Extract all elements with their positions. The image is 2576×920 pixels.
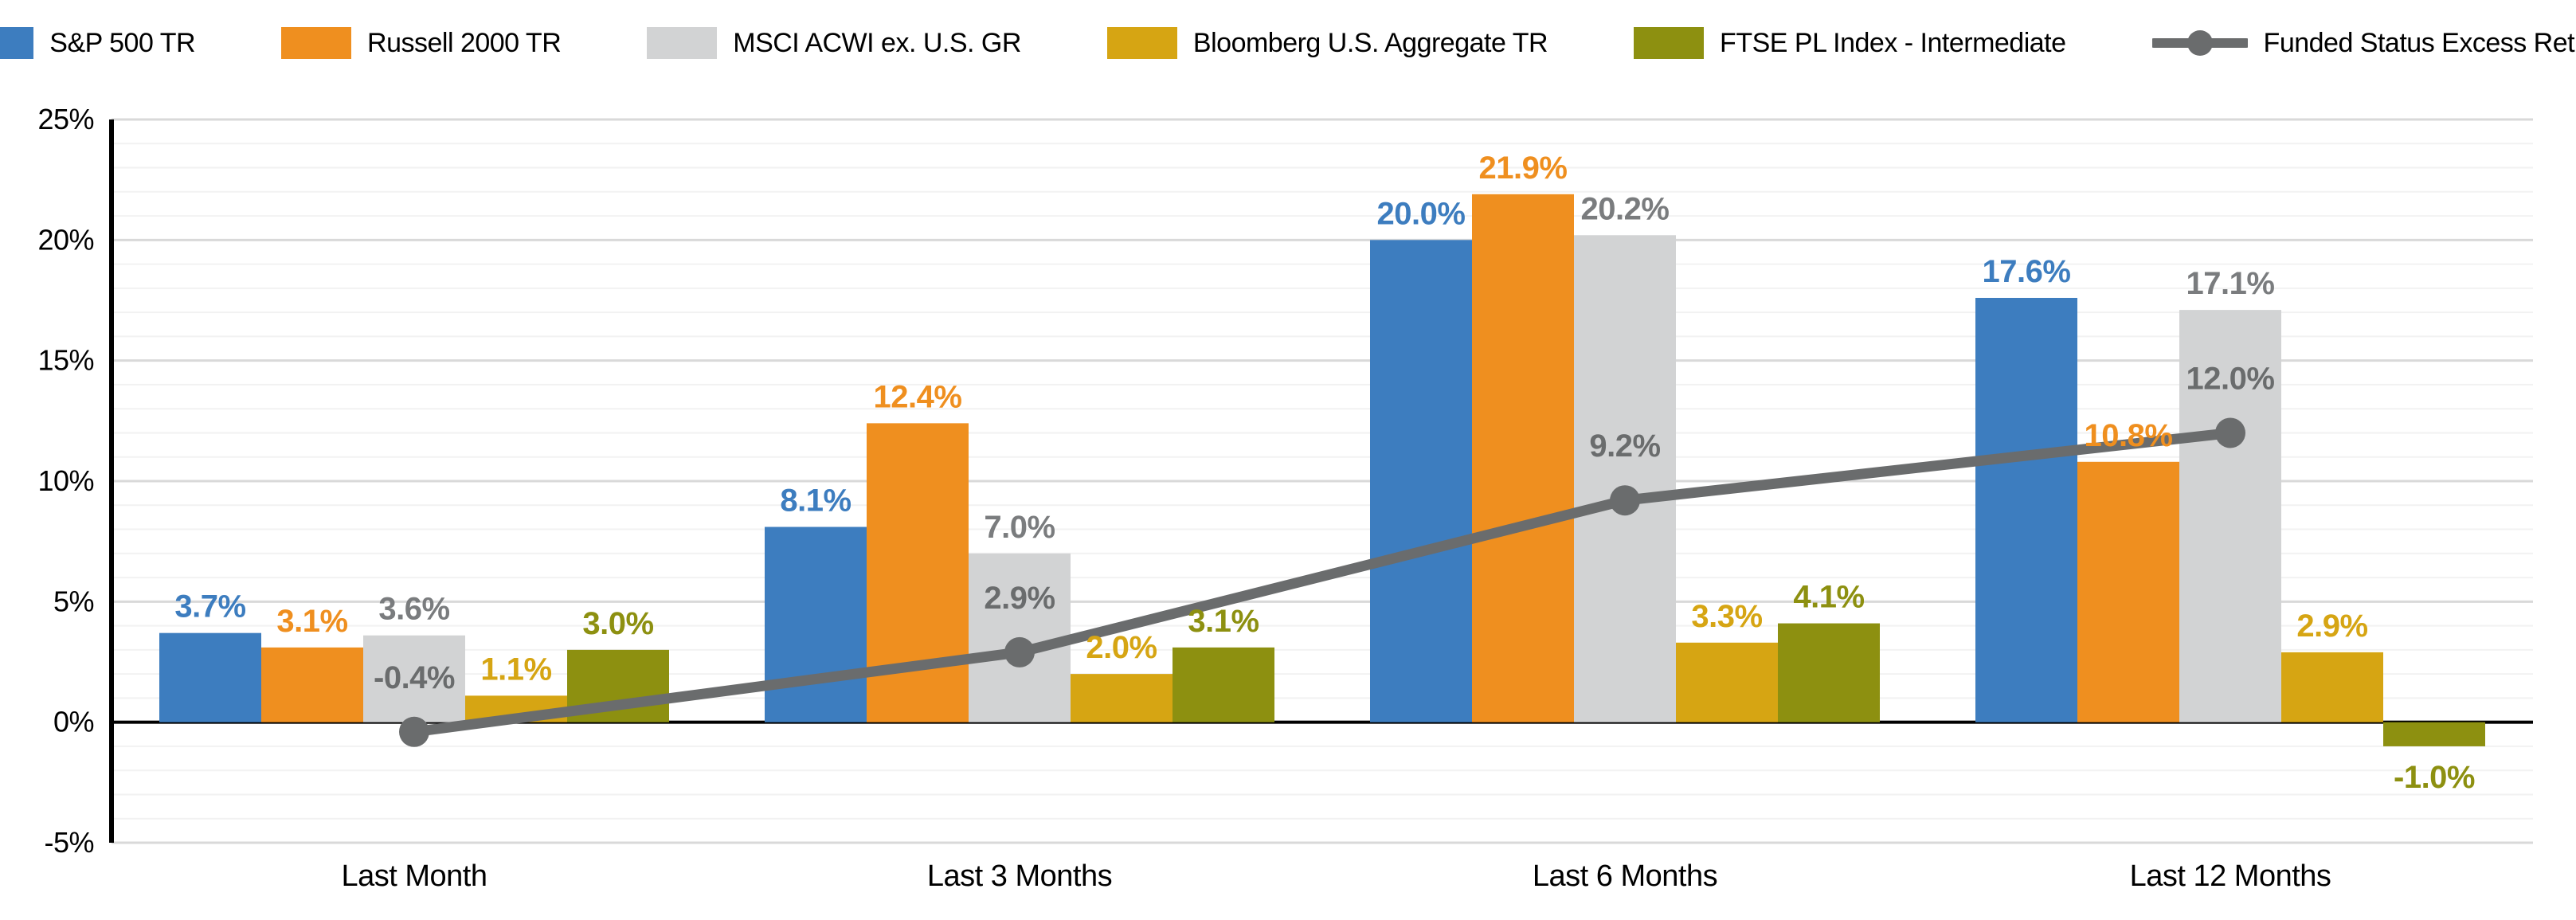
legend-item-funded-status-excess-return: Funded Status Excess Return — [2151, 27, 2576, 59]
bar-russell-2000-tr-last-6-months — [1472, 194, 1574, 722]
data-label-bloomberg-u-s-aggregate-tr: 1.1% — [480, 652, 551, 687]
data-label-s-p-500-tr: 20.0% — [1377, 196, 1466, 231]
line-funded-status-excess-return — [409, 427, 2236, 738]
bar-russell-2000-tr-last-month — [261, 647, 363, 722]
data-label-russell-2000-tr: 21.9% — [1479, 151, 1568, 186]
bar-bloomberg-u-s-aggregate-tr-last-12-months — [2281, 652, 2383, 722]
legend-swatch-icon — [1106, 27, 1177, 59]
x-axis-category-label: Last 12 Months — [2130, 859, 2331, 893]
bar-s-p-500-tr-last-3-months — [765, 527, 867, 722]
legend-item-ftse-pl-index-intermediate: FTSE PL Index - Intermediate — [1634, 27, 2066, 59]
data-label-ftse-pl-index-intermediate: -1.0% — [2394, 760, 2475, 795]
legend-item-label: MSCI ACWI ex. U.S. GR — [733, 27, 1021, 58]
bar-msci-acwi-ex-u-s-gr-last-month — [363, 635, 465, 722]
x-axis-category-label: Last 3 Months — [927, 859, 1112, 893]
bar-ftse-pl-index-intermediate-last-12-months — [2383, 722, 2485, 746]
y-axis-tick-label: -5% — [44, 826, 94, 859]
marker-funded-status-excess-return-last-3-months — [1004, 636, 1035, 667]
legend-item-msci-acwi-ex-u-s-gr: MSCI ACWI ex. U.S. GR — [647, 27, 1021, 59]
legend-item-label: Russell 2000 TR — [367, 27, 562, 58]
bar-s-p-500-tr-last-6-months — [1370, 240, 1472, 722]
bar-msci-acwi-ex-u-s-gr-last-6-months — [1574, 235, 1676, 722]
bar-s-p-500-tr-last-12-months — [1975, 297, 2077, 722]
y-axis-line — [109, 119, 114, 843]
legend-item-label: S&P 500 TR — [49, 27, 196, 58]
x-axis-category-label: Last 6 Months — [1533, 859, 1717, 893]
marker-funded-status-excess-return-last-6-months — [1610, 485, 1640, 516]
y-axis-tick-label: 10% — [37, 464, 94, 497]
data-label-russell-2000-tr: 3.1% — [276, 604, 347, 639]
x-axis-category-label: Last Month — [342, 859, 487, 893]
data-label-ftse-pl-index-intermediate: 3.0% — [582, 606, 653, 641]
legend-swatch-icon — [0, 27, 34, 59]
data-label-msci-acwi-ex-u-s-gr: 20.2% — [1581, 191, 1670, 226]
legend-swatch-icon — [281, 27, 352, 59]
x-axis-zero-line — [112, 720, 2533, 724]
data-label-funded-status-excess-return: 12.0% — [2186, 361, 2275, 396]
data-label-bloomberg-u-s-aggregate-tr: 3.3% — [1691, 599, 1762, 634]
legend-swatch-icon — [647, 27, 718, 59]
y-axis-tick-label: 0% — [53, 706, 94, 738]
data-label-msci-acwi-ex-u-s-gr: 17.1% — [2186, 266, 2275, 301]
data-label-funded-status-excess-return: 9.2% — [1589, 429, 1660, 464]
bar-bloomberg-u-s-aggregate-tr-last-3-months — [1071, 674, 1173, 722]
data-label-ftse-pl-index-intermediate: 4.1% — [1793, 580, 1864, 615]
legend-item-label: Funded Status Excess Return — [2263, 27, 2576, 58]
bar-ftse-pl-index-intermediate-last-6-months — [1778, 623, 1880, 722]
data-label-funded-status-excess-return: 2.9% — [984, 581, 1055, 616]
legend-swatch-icon — [1634, 27, 1705, 59]
data-label-russell-2000-tr: 12.4% — [874, 379, 962, 414]
marker-funded-status-excess-return-last-12-months — [2215, 417, 2245, 448]
bar-russell-2000-tr-last-3-months — [867, 423, 969, 722]
data-label-ftse-pl-index-intermediate: 3.1% — [1188, 604, 1259, 639]
data-label-bloomberg-u-s-aggregate-tr: 2.0% — [1086, 630, 1157, 665]
data-label-s-p-500-tr: 3.7% — [174, 589, 245, 624]
chart-legend: S&P 500 TR Russell 2000 TR MSCI ACWI ex. U… — [0, 27, 2576, 59]
data-label-s-p-500-tr: 17.6% — [1983, 254, 2071, 289]
data-label-bloomberg-u-s-aggregate-tr: 2.9% — [2296, 609, 2367, 644]
y-axis-tick-label: 20% — [37, 223, 94, 256]
y-axis-tick-label: 15% — [37, 344, 94, 377]
legend-item-russell-2000-tr: Russell 2000 TR — [281, 27, 562, 59]
y-axis-tick-label: 25% — [37, 103, 94, 135]
bar-ftse-pl-index-intermediate-last-3-months — [1173, 647, 1274, 722]
data-label-funded-status-excess-return: -0.4% — [374, 660, 455, 695]
bar-bloomberg-u-s-aggregate-tr-last-6-months — [1676, 642, 1778, 722]
data-label-russell-2000-tr: 10.8% — [2085, 418, 2173, 453]
bar-russell-2000-tr-last-12-months — [2077, 461, 2179, 722]
marker-funded-status-excess-return-last-month — [399, 716, 429, 747]
legend-item-bloomberg-u-s-aggregate-tr: Bloomberg U.S. Aggregate TR — [1106, 27, 1548, 59]
legend-item-label: Bloomberg U.S. Aggregate TR — [1192, 27, 1548, 58]
bar-s-p-500-tr-last-month — [159, 632, 261, 722]
bar-msci-acwi-ex-u-s-gr-last-12-months — [2179, 310, 2281, 722]
y-axis-tick-label: 5% — [53, 585, 94, 617]
data-label-msci-acwi-ex-u-s-gr: 3.6% — [378, 592, 449, 627]
legend-line-marker-icon — [2151, 30, 2248, 56]
legend-item-s-p-500-tr: S&P 500 TR — [0, 27, 196, 59]
legend-item-label: FTSE PL Index - Intermediate — [1720, 27, 2066, 58]
data-label-msci-acwi-ex-u-s-gr: 7.0% — [984, 510, 1055, 545]
data-label-s-p-500-tr: 8.1% — [780, 483, 851, 519]
